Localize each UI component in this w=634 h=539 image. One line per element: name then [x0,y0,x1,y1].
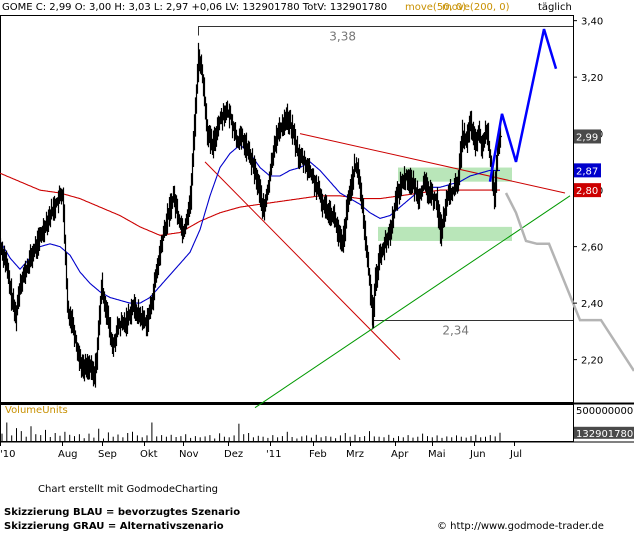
legend-blue-scenario: Skizzierung BLAU = bevorzugtes Szenario [4,507,241,518]
support-resistance-zone [378,226,512,241]
downtrend-line [299,133,566,194]
volume-last-label: 132901780 [576,429,633,440]
volume-bars [1,422,501,441]
price-bars [0,42,502,388]
y-tick-label: 2,40 [581,299,603,310]
y-tick-label: 3,40 [581,17,603,28]
uptrend-line [254,195,571,409]
x-tick-label: '10 [0,449,15,460]
price-tag-label: 2,80 [576,186,598,197]
x-tick-label: Feb [309,449,327,460]
x-tick-label: Mai [428,449,446,460]
ticker-summary: GOME C: 2,99 O: 3,00 H: 3,03 L: 2,97 +0,… [2,2,388,13]
volume-last-tag [574,426,634,439]
x-tick-label: Nov [179,449,199,460]
price-tag [574,163,601,178]
chart-credit: Chart erstellt mit GodmodeCharting [38,484,218,495]
y-tick-label: 2,60 [581,243,603,254]
period-label: täglich [538,2,572,13]
x-tick-label: Jun [469,449,486,460]
price-tag-label: 2,99 [576,132,598,143]
scenario-grey-path [504,192,634,372]
level-label: 2,34 [442,324,469,338]
y-tick-label: 3,20 [581,73,603,84]
x-tick-label: Okt [140,449,158,460]
level-label: 3,38 [329,30,356,44]
y-tick-label: 2,20 [581,356,603,367]
x-tick-label: Jul [509,449,522,460]
price-tag-label: 2,87 [576,166,598,177]
x-tick-label: Sep [98,449,117,460]
x-tick-label: Aug [58,449,78,460]
x-tick-label: Mrz [346,449,364,460]
copyright-link[interactable]: © http://www.godmode-trader.de [437,521,604,532]
downtrend-line [204,161,401,360]
x-tick-label: '11 [266,449,281,460]
ma50-label: move(50, 0) [405,2,467,13]
ma200-label: move(200, 0) [442,2,510,13]
volume-max-label: 500000000 [576,406,633,417]
x-tick-label: Dez [224,449,243,460]
scenario-blue-path [488,28,558,182]
price-series [0,42,502,388]
legend-grey-scenario: Skizzierung GRAU = Alternativszenario [4,521,224,532]
price-tag [574,183,601,198]
price-tag [574,129,601,144]
volume-label: VolumeUnits [5,405,68,416]
price-panel-frame [0,15,574,403]
x-tick-label: Apr [391,449,409,460]
